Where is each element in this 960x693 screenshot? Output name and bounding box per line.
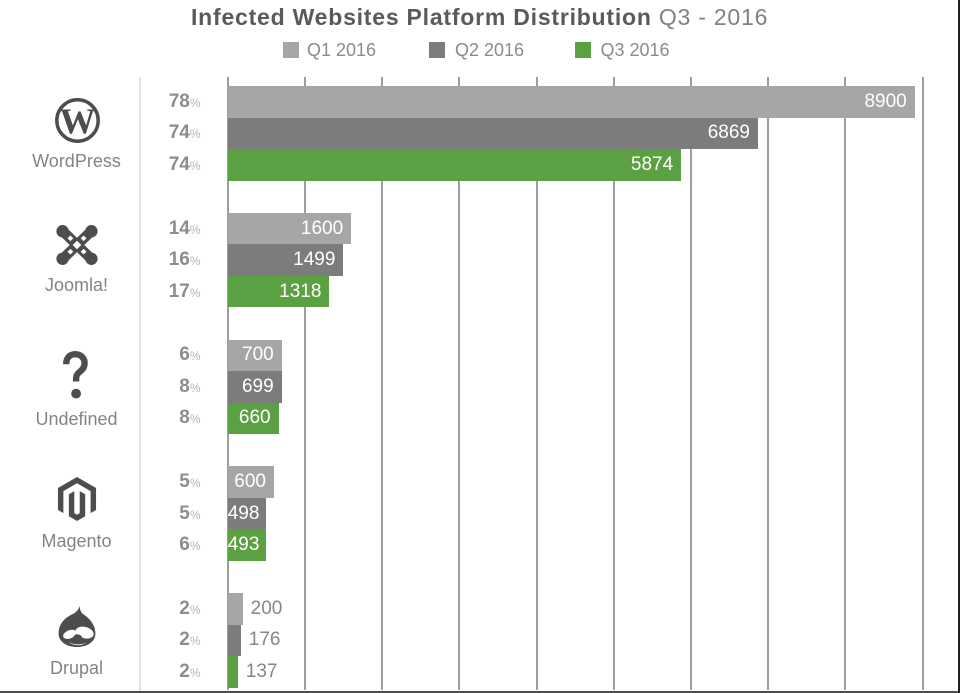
svg-text:W: W (60, 101, 96, 141)
